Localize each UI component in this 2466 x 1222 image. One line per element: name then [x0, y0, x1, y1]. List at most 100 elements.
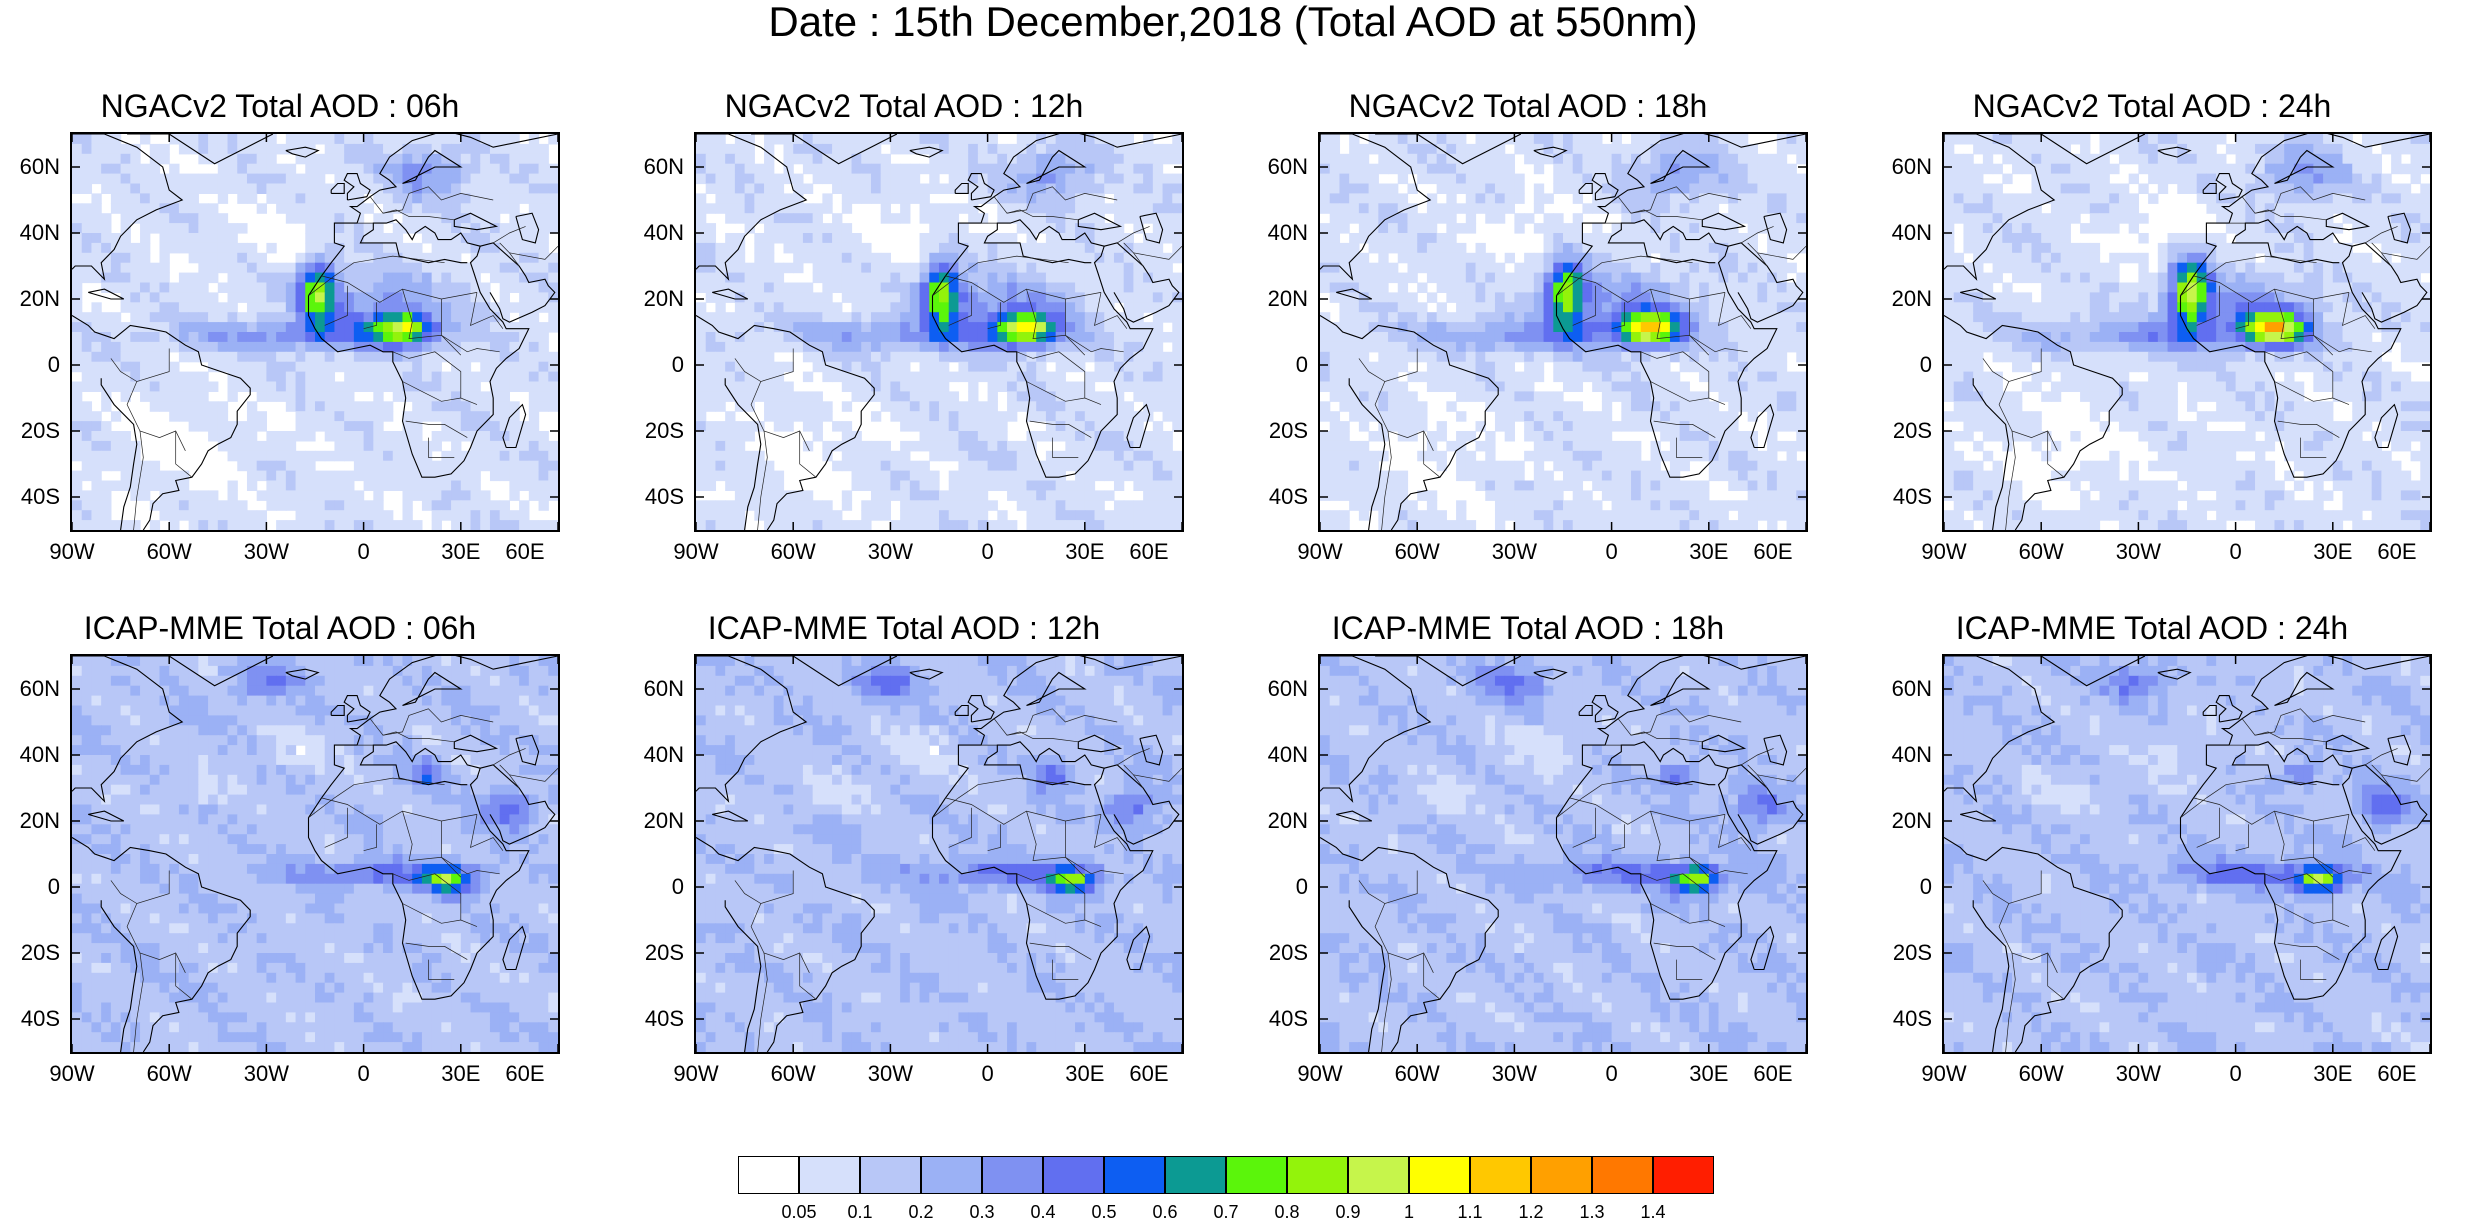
aod-cell	[519, 470, 530, 482]
aod-cell	[1026, 520, 1037, 530]
aod-cell	[1055, 381, 1066, 392]
aod-cell	[1611, 242, 1622, 254]
aod-cell	[460, 510, 472, 521]
aod-cell	[538, 520, 549, 530]
aod-cell	[188, 302, 199, 313]
aod-cell	[1465, 312, 1477, 323]
aod-cell	[1426, 332, 1438, 343]
aod-cell	[334, 223, 345, 234]
aod-cell	[841, 450, 853, 462]
aod-cell	[198, 302, 209, 313]
aod-cell	[861, 183, 872, 194]
aod-cell	[715, 341, 726, 353]
aod-cell	[373, 272, 384, 284]
aod-cell	[851, 351, 862, 363]
aod-cell	[295, 401, 306, 412]
aod-cell	[1465, 173, 1477, 185]
aod-cell	[880, 341, 891, 353]
aod-cell	[997, 193, 1008, 204]
aod-cell	[451, 173, 462, 185]
aod-cell	[130, 480, 141, 491]
aod-cell	[1699, 203, 1710, 214]
aod-cell	[246, 401, 258, 412]
aod-cell	[1162, 401, 1173, 412]
aod-cell	[968, 460, 979, 472]
aod-cell	[217, 440, 229, 452]
aod-cell	[1514, 332, 1525, 343]
aod-cell	[373, 312, 384, 323]
aod-cell	[1055, 361, 1066, 373]
aod-cell	[334, 292, 345, 303]
aod-cell	[734, 233, 746, 244]
aod-cell	[977, 302, 989, 313]
aod-cell	[841, 351, 853, 363]
aod-cell	[1026, 242, 1037, 254]
aod-cell	[519, 381, 530, 392]
aod-cell	[169, 242, 180, 254]
aod-cell	[977, 312, 989, 323]
aod-cell	[948, 292, 960, 303]
aod-cell	[696, 203, 707, 214]
aod-cell	[480, 213, 491, 224]
aod-cell	[1104, 411, 1115, 422]
aod-cell	[1776, 401, 1788, 412]
coastline	[307, 134, 558, 478]
aod-cell	[1094, 431, 1105, 442]
aod-cell	[880, 470, 891, 482]
aod-cell	[880, 252, 891, 264]
aod-cell	[1679, 252, 1690, 264]
aod-cell	[1485, 361, 1496, 373]
aod-cell	[1737, 213, 1749, 224]
aod-cell	[363, 450, 374, 462]
aod-cell	[208, 213, 219, 224]
aod-cell	[1084, 292, 1096, 303]
aod-cell	[1582, 203, 1593, 214]
aod-cell	[1084, 163, 1096, 175]
aod-cell	[861, 510, 872, 521]
aod-cell	[977, 272, 989, 284]
aod-cell	[832, 440, 843, 452]
aod-cell	[1417, 233, 1428, 244]
aod-cell	[1660, 272, 1671, 284]
aod-cell	[1699, 351, 1710, 363]
aod-cell	[909, 302, 921, 313]
aod-cell	[353, 272, 365, 284]
aod-cell	[363, 242, 374, 254]
aod-cell	[120, 480, 131, 491]
aod-cell	[81, 450, 93, 462]
country-border	[734, 358, 761, 382]
aod-cell	[1456, 391, 1467, 402]
aod-cell	[1776, 312, 1788, 323]
aod-cell	[1016, 153, 1028, 165]
aod-cell	[538, 233, 549, 244]
aod-cell	[1796, 421, 1806, 432]
aod-cell	[159, 223, 170, 234]
aod-cell	[334, 312, 345, 323]
aod-cell	[373, 361, 384, 373]
aod-cell	[72, 302, 83, 313]
aod-cell	[725, 322, 736, 333]
aod-cell	[1339, 213, 1350, 224]
aod-cell	[402, 312, 413, 323]
aod-cell	[519, 242, 530, 254]
aod-cell	[1417, 351, 1428, 363]
aod-cell	[1104, 242, 1115, 254]
aod-cell	[734, 431, 746, 442]
aod-cell	[344, 272, 355, 284]
aod-cell	[208, 173, 219, 185]
aod-cell	[1172, 351, 1182, 363]
aod-cell	[1329, 242, 1341, 254]
aod-cell	[841, 193, 853, 204]
aod-cell	[266, 490, 277, 501]
aod-cell	[1485, 401, 1496, 412]
aod-cell	[1065, 153, 1076, 165]
aod-cell	[72, 312, 83, 323]
aod-cell	[256, 351, 267, 363]
aod-cell	[754, 292, 765, 303]
aod-cell	[548, 223, 558, 234]
aod-cell	[1339, 341, 1350, 353]
aod-cell	[441, 163, 452, 175]
aod-cell	[851, 480, 862, 491]
aod-cell	[841, 242, 853, 254]
aod-cell	[1397, 143, 1409, 155]
